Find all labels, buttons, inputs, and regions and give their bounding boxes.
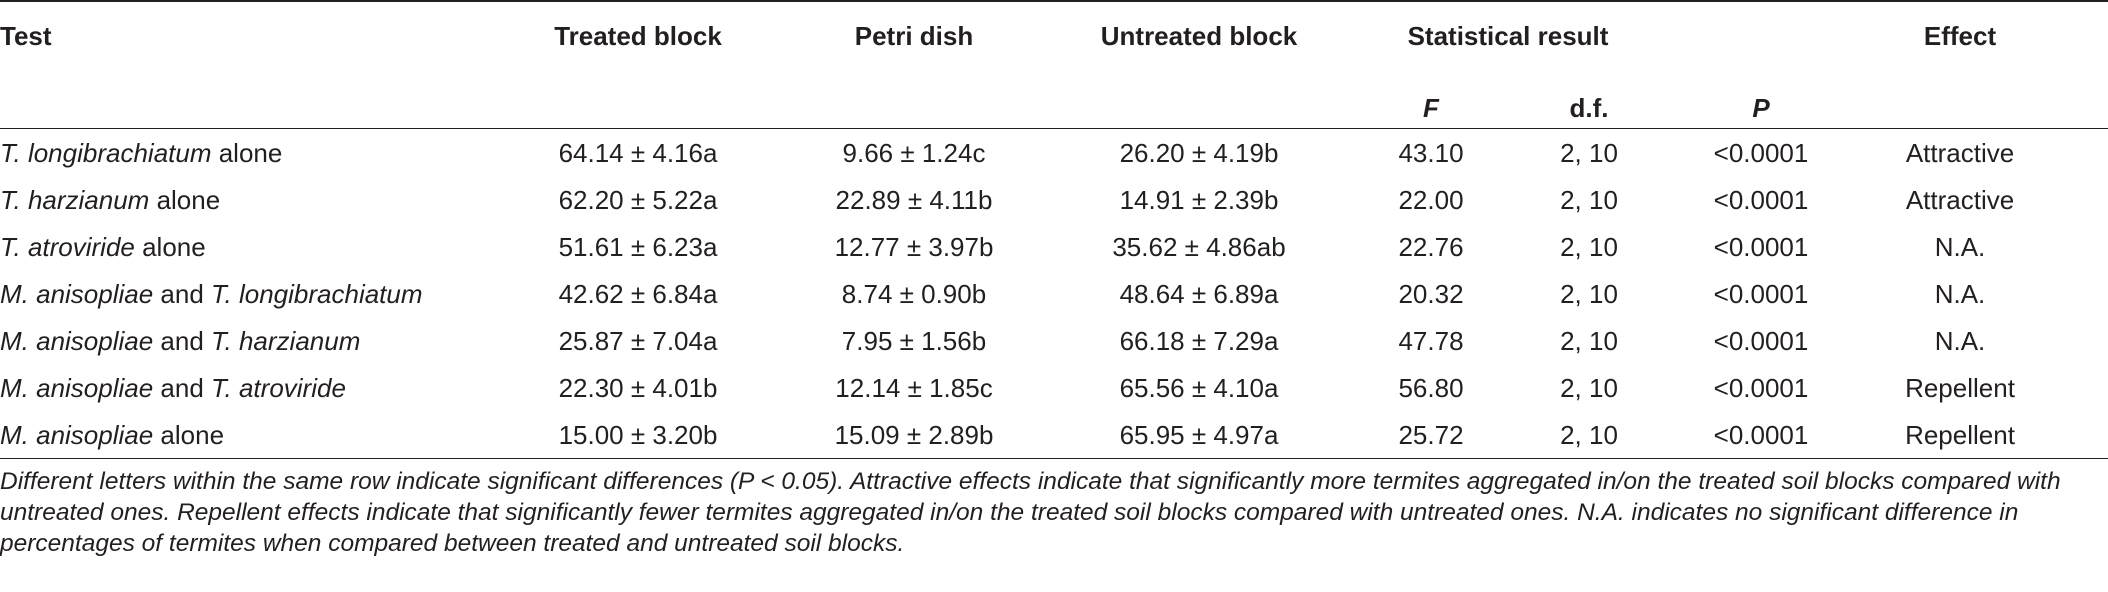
cell: 14.91 ± 2.39b [1119,185,1279,215]
cell: 2, 10 [1560,185,1618,215]
header-cell: Statistical result [1407,21,1609,51]
test-text: T. harzianum [211,326,361,356]
test-cell: M. anisopliae alone [0,419,224,451]
cell: 25.87 ± 7.04a [558,326,718,356]
test-text: T. longibrachiatum [211,279,423,309]
cell: 42.62 ± 6.84a [558,279,718,309]
test-text: M. anisopliae [0,279,154,309]
test-text: T. harzianum [0,185,150,215]
cell: <0.0001 [1713,420,1809,450]
cell: 62.20 ± 5.22a [558,185,718,215]
cell: Repellent [1905,420,2015,450]
footnote: Different letters within the same row in… [0,468,2061,557]
test-cell: T. atroviride alone [0,231,206,263]
cell: 12.14 ± 1.85c [835,373,993,403]
cell: 56.80 [1398,373,1464,403]
cell: <0.0001 [1713,185,1809,215]
subheader-cell: d.f. [1569,93,1609,123]
test-text: and [153,326,212,356]
cell: 12.77 ± 3.97b [834,232,994,262]
cell: 51.61 ± 6.23a [558,232,718,262]
cell: Repellent [1905,373,2015,403]
test-cell: M. anisopliae and T. atroviride [0,372,346,404]
cell: N.A. [1934,326,1986,356]
test-text: alone [134,232,206,262]
cell: <0.0001 [1713,326,1809,356]
test-text: M. anisopliae [0,420,154,450]
subheader-cell: P [1752,93,1770,123]
test-text: M. anisopliae [0,326,154,356]
header-rule [0,128,2108,129]
cell: 2, 10 [1560,232,1618,262]
cell: 8.74 ± 0.90b [841,279,987,309]
test-text: alone [211,138,283,168]
cell: 22.30 ± 4.01b [558,373,718,403]
test-text: and [153,373,212,403]
cell: <0.0001 [1713,138,1809,168]
cell: 48.64 ± 6.89a [1119,279,1279,309]
test-cell: T. harzianum alone [0,184,220,216]
cell: <0.0001 [1713,279,1809,309]
cell: 47.78 [1398,326,1464,356]
cell: 2, 10 [1560,326,1618,356]
cell: 26.20 ± 4.19b [1119,138,1279,168]
cell: <0.0001 [1713,373,1809,403]
cell: N.A. [1934,279,1986,309]
cell: 64.14 ± 4.16a [558,138,718,168]
test-text: T. atroviride [0,232,135,262]
header-cell: Effect [1923,21,1997,51]
cell: 22.89 ± 4.11b [835,185,993,215]
cell: 20.32 [1398,279,1464,309]
cell: 22.00 [1398,185,1464,215]
header-cell: Test [0,21,52,51]
test-text: M. anisopliae [0,373,154,403]
cell: 9.66 ± 1.24c [842,138,986,168]
cell: 66.18 ± 7.29a [1119,326,1279,356]
test-cell: M. anisopliae and T. harzianum [0,325,360,357]
cell: 35.62 ± 4.86ab [1112,232,1286,262]
cell: 65.95 ± 4.97a [1119,420,1279,450]
cell: Attractive [1905,138,2015,168]
top-rule [0,0,2108,2]
test-cell: T. longibrachiatum alone [0,137,282,169]
cell: 2, 10 [1560,420,1618,450]
test-text: alone [149,185,221,215]
cell: 2, 10 [1560,373,1618,403]
cell: Attractive [1905,185,2015,215]
cell: 43.10 [1398,138,1464,168]
test-text: T. longibrachiatum [0,138,212,168]
cell: 15.00 ± 3.20b [558,420,718,450]
subheader-cell: F [1423,93,1439,123]
cell: 2, 10 [1560,279,1618,309]
test-text: alone [153,420,225,450]
header-cell: Petri dish [854,21,974,51]
cell: 22.76 [1398,232,1464,262]
test-text: T. atroviride [211,373,346,403]
cell: 25.72 [1398,420,1464,450]
cell: 2, 10 [1560,138,1618,168]
test-text: and [153,279,212,309]
cell: <0.0001 [1713,232,1809,262]
cell: 15.09 ± 2.89b [834,420,994,450]
test-cell: M. anisopliae and T. longibrachiatum [0,278,423,310]
cell: N.A. [1934,232,1986,262]
bottom-rule [0,458,2108,459]
cell: 7.95 ± 1.56b [841,326,987,356]
header-cell: Untreated block [1100,21,1298,51]
cell: 65.56 ± 4.10a [1119,373,1279,403]
header-cell: Treated block [554,21,722,51]
